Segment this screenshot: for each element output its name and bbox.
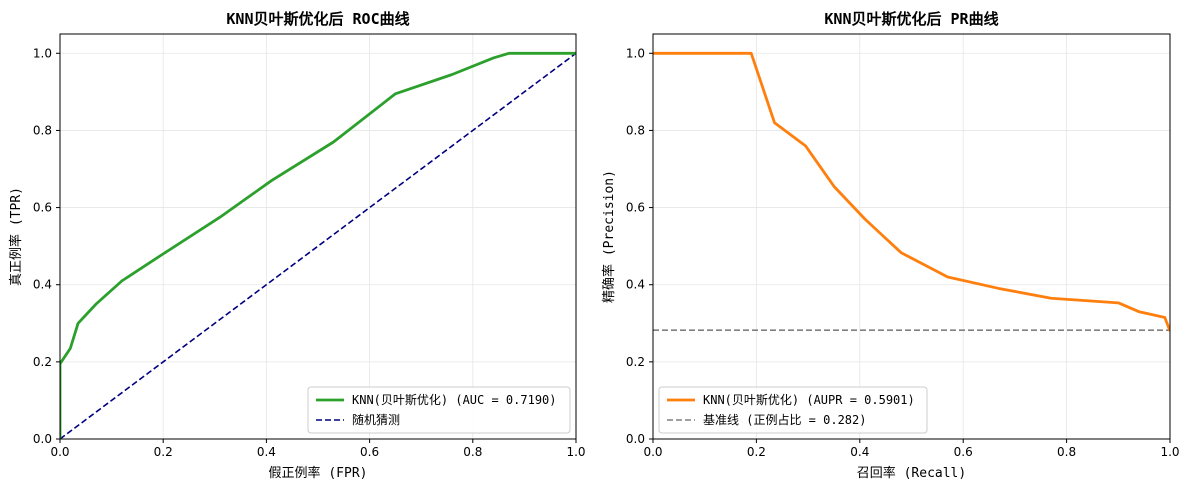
- pr-legend-label-1: 基准线 (正例占比 = 0.282): [703, 412, 866, 427]
- pr-legend-label-0: KNN(贝叶斯优化) (AUPR = 0.5901): [703, 393, 915, 407]
- pr-xtick-label-0: 0.0: [643, 445, 662, 459]
- pr-xtick-label-2: 0.4: [850, 445, 869, 459]
- roc-x-axis-title: 假正例率 (FPR): [269, 465, 368, 481]
- roc-ytick-label-3: 0.6: [33, 201, 52, 215]
- pr-y-axis-title: 精确率 (Precision): [601, 170, 617, 303]
- roc-chart-title: KNN贝叶斯优化后 ROC曲线: [226, 10, 409, 28]
- roc-xtick-label-5: 1.0: [566, 445, 585, 459]
- roc-ytick-label-5: 1.0: [33, 46, 52, 60]
- pr-legend-box: [658, 386, 928, 434]
- roc-series-line-1: [60, 52, 576, 439]
- roc-xtick-label-0: 0.0: [50, 445, 69, 459]
- pr-xtick-label-1: 0.2: [747, 445, 766, 459]
- roc-legend-label-0: KNN(贝叶斯优化) (AUC = 0.7190): [352, 393, 557, 407]
- roc-ytick-label-1: 0.2: [33, 355, 52, 369]
- roc-ytick-label-4: 0.8: [33, 123, 52, 137]
- roc-plot-frame: [59, 33, 577, 440]
- pr-ytick-label-0: 0.0: [626, 432, 645, 446]
- pr-ytick-label-2: 0.4: [626, 278, 645, 292]
- roc-series-line-0: [60, 51, 576, 439]
- roc-legend-box: [307, 386, 571, 434]
- roc-series-group: [60, 51, 576, 439]
- pr-ytick-label-5: 1.0: [626, 46, 645, 60]
- pr-chart: 0.0 0.2 0.4 0.6 0.8 1.0 0.0 0.2 0.4 0.6 0.8 1.0 KNN贝…: [601, 10, 1180, 481]
- roc-y-axis-title: 真正例率 (TPR): [8, 187, 24, 286]
- roc-ytick-label-0: 0.0: [33, 432, 52, 446]
- roc-xtick-label-2: 0.4: [257, 445, 276, 459]
- pr-xtick-label-4: 0.8: [1057, 445, 1076, 459]
- pr-chart-title: KNN贝叶斯优化后 PR曲线: [824, 10, 998, 28]
- pr-x-axis-title: 召回率 (Recall): [857, 465, 966, 481]
- roc-chart: 0.0 0.2 0.4 0.6 0.8 1.0 0.0 0.2 0.4 0.6 0.8 1.0 KNN贝…: [8, 10, 586, 481]
- pr-legend: KNN(贝叶斯优化) (AUPR = 0.5901) 基准线 (正例占比 = 0.…: [658, 386, 928, 434]
- roc-xtick-label-3: 0.6: [360, 445, 379, 459]
- pr-series-group: [653, 51, 1170, 332]
- pr-ytick-label-4: 0.8: [626, 123, 645, 137]
- roc-xtick-label-1: 0.2: [154, 445, 173, 459]
- pr-plot-frame: [652, 33, 1171, 440]
- roc-xtick-label-4: 0.8: [463, 445, 482, 459]
- pr-ytick-label-1: 0.2: [626, 355, 645, 369]
- pr-ytick-label-3: 0.6: [626, 201, 645, 215]
- pr-series-line-0: [653, 51, 1170, 332]
- pr-xtick-label-3: 0.6: [954, 445, 973, 459]
- pr-xtick-label-5: 1.0: [1160, 445, 1179, 459]
- roc-legend-label-1: 随机猜测: [352, 412, 400, 427]
- roc-legend: KNN(贝叶斯优化) (AUC = 0.7190) 随机猜测: [307, 386, 571, 434]
- roc-ytick-label-2: 0.4: [33, 278, 52, 292]
